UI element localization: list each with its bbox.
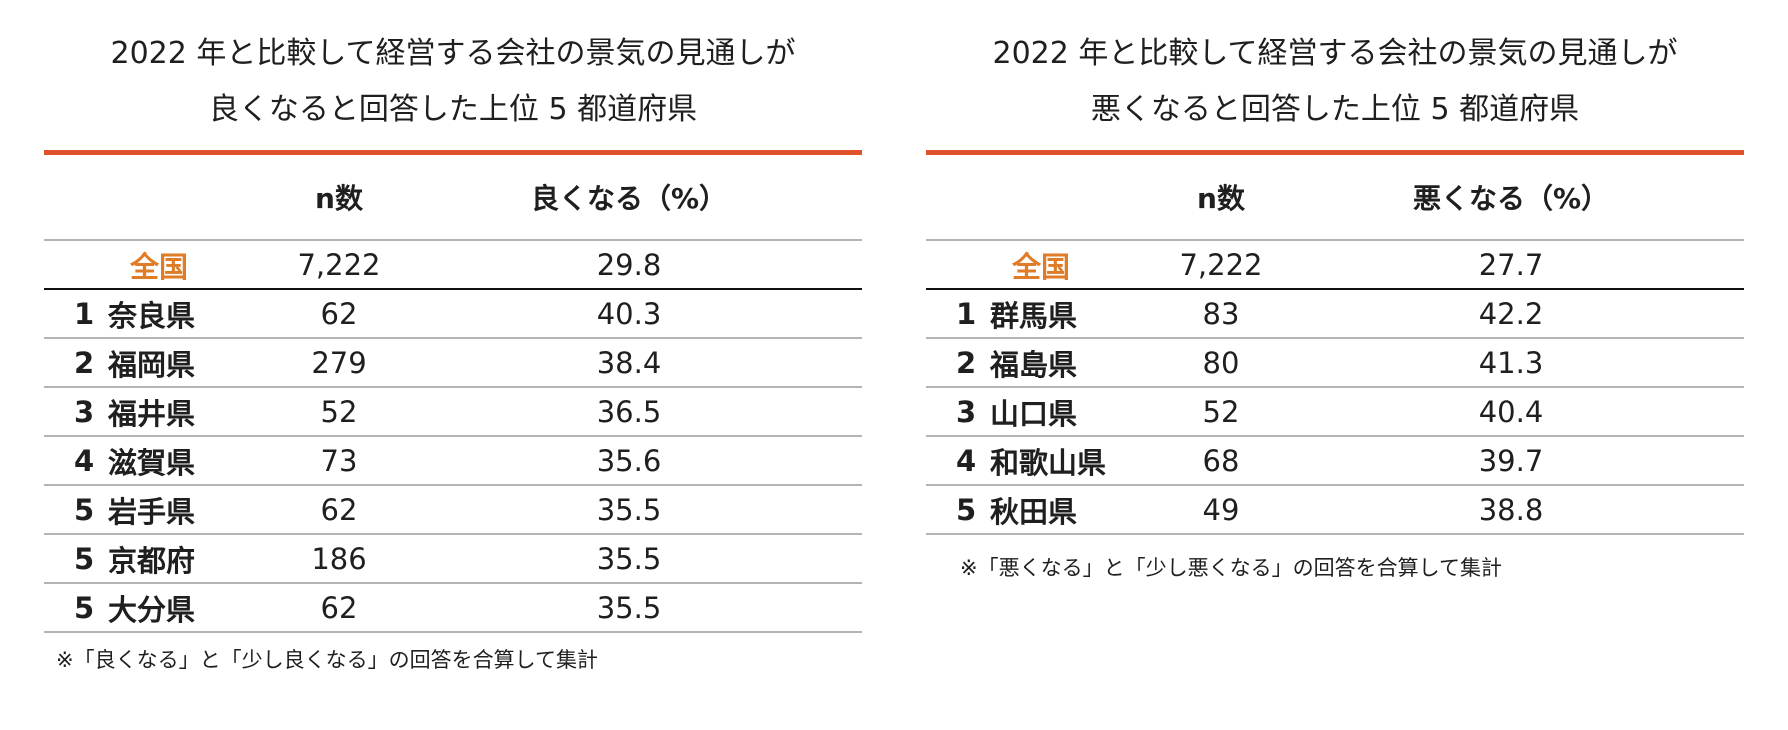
national-n: 7,222	[297, 247, 381, 282]
table-title: 2022 年と比較して経営する会社の景気の見通しが 良くなると回答した上位 5 都…	[44, 26, 862, 138]
title-underline	[926, 150, 1744, 155]
percentage-value: 41.3	[1478, 345, 1544, 380]
prefecture-name: 和歌山県	[990, 445, 1107, 480]
percentage-value: 35.5	[596, 492, 662, 527]
prefecture-name: 岩手県	[108, 494, 196, 529]
prefecture-cell: 1 奈良県	[74, 290, 195, 337]
prefecture-name: 秋田県	[990, 494, 1078, 529]
rank-number: 2	[74, 345, 95, 380]
bad-outlook-table-panel: 2022 年と比較して経営する会社の景気の見通しが 悪くなると回答した上位 5 都…	[926, 0, 1744, 580]
column-header-row: n数 悪くなる（%）	[926, 155, 1744, 239]
table-row: 5 秋田県 49 38.8	[926, 484, 1744, 535]
prefecture-cell: 3 山口県	[956, 388, 1077, 435]
sample-size: 49	[1202, 492, 1240, 527]
table-row: 5 岩手県 62 35.5	[44, 484, 862, 533]
percentage-value: 35.5	[596, 541, 662, 576]
table-row: 2 福島県 80 41.3	[926, 337, 1744, 386]
prefecture-cell: 5 秋田県	[956, 486, 1077, 533]
national-value: 29.8	[596, 247, 662, 282]
sample-size: 186	[311, 541, 367, 576]
table-title-line: 悪くなると回答した上位 5 都道府県	[1090, 92, 1580, 127]
table-row: 3 山口県 52 40.4	[926, 386, 1744, 435]
column-header-value: 良くなる（%）	[530, 182, 728, 215]
percentage-value: 38.8	[1478, 492, 1544, 527]
national-row: 全国 7,222 27.7	[926, 239, 1744, 288]
prefecture-cell: 5 京都府	[74, 535, 195, 582]
national-label: 全国	[1011, 249, 1070, 284]
prefecture-name: 滋賀県	[108, 445, 196, 480]
table-row: 4 和歌山県 68 39.7	[926, 435, 1744, 484]
percentage-value: 35.5	[596, 590, 662, 625]
column-header-n: n数	[315, 182, 363, 215]
column-header-row: n数 良くなる（%）	[44, 155, 862, 239]
column-header-value: 悪くなる（%）	[1412, 182, 1610, 215]
rank-number: 4	[74, 443, 95, 478]
percentage-value: 35.6	[596, 443, 662, 478]
rank-number: 4	[956, 443, 977, 478]
prefecture-name: 福岡県	[108, 347, 196, 382]
percentage-value: 39.7	[1478, 443, 1544, 478]
prefecture-name: 京都府	[108, 543, 196, 578]
percentage-value: 38.4	[596, 345, 662, 380]
table-row: 1 奈良県 62 40.3	[44, 288, 862, 337]
sample-size: 68	[1202, 443, 1240, 478]
good-outlook-table-panel: 2022 年と比較して経営する会社の景気の見通しが 良くなると回答した上位 5 都…	[44, 0, 862, 672]
prefecture-name: 群馬県	[990, 298, 1078, 333]
table-row: 5 大分県 62 35.5	[44, 582, 862, 633]
rank-number: 5	[74, 541, 95, 576]
prefecture-cell: 5 大分県	[74, 584, 195, 631]
sample-size: 62	[320, 492, 358, 527]
sample-size: 52	[1202, 394, 1240, 429]
prefecture-name: 大分県	[108, 592, 196, 627]
footnote: ※「良くなる」と「少し良くなる」の回答を合算して集計	[56, 648, 598, 672]
percentage-value: 42.2	[1478, 296, 1544, 331]
prefecture-cell: 3 福井県	[74, 388, 195, 435]
title-underline	[44, 150, 862, 155]
prefecture-name: 福井県	[108, 396, 196, 431]
sample-size: 52	[320, 394, 358, 429]
prefecture-cell: 4 和歌山県	[956, 437, 1106, 484]
table-row: 5 京都府 186 35.5	[44, 533, 862, 582]
footnote: ※「悪くなる」と「少し悪くなる」の回答を合算して集計	[960, 556, 1502, 580]
rank-number: 1	[956, 296, 977, 331]
rank-number: 1	[74, 296, 95, 331]
prefecture-name: 山口県	[990, 396, 1078, 431]
national-row: 全国 7,222 29.8	[44, 239, 862, 288]
table-title: 2022 年と比較して経営する会社の景気の見通しが 悪くなると回答した上位 5 都…	[926, 26, 1744, 138]
sample-size: 279	[311, 345, 367, 380]
percentage-value: 40.4	[1478, 394, 1544, 429]
column-header-n: n数	[1197, 182, 1245, 215]
national-label: 全国	[129, 249, 188, 284]
percentage-value: 40.3	[596, 296, 662, 331]
rank-number: 2	[956, 345, 977, 380]
sample-size: 83	[1202, 296, 1240, 331]
table-row: 4 滋賀県 73 35.6	[44, 435, 862, 484]
table-title-line: 2022 年と比較して経営する会社の景気の見通しが	[110, 36, 796, 71]
sample-size: 73	[320, 443, 358, 478]
percentage-value: 36.5	[596, 394, 662, 429]
sample-size: 62	[320, 590, 358, 625]
sample-size: 62	[320, 296, 358, 331]
prefecture-cell: 2 福島県	[956, 339, 1077, 386]
prefecture-cell: 4 滋賀県	[74, 437, 195, 484]
rank-number: 5	[956, 492, 977, 527]
national-n: 7,222	[1179, 247, 1263, 282]
prefecture-name: 奈良県	[108, 298, 196, 333]
prefecture-cell: 5 岩手県	[74, 486, 195, 533]
sample-size: 80	[1202, 345, 1240, 380]
prefecture-name: 福島県	[990, 347, 1078, 382]
table-title-line: 良くなると回答した上位 5 都道府県	[208, 92, 698, 127]
table-row: 2 福岡県 279 38.4	[44, 337, 862, 386]
prefecture-cell: 1 群馬県	[956, 290, 1077, 337]
rank-number: 5	[74, 492, 95, 527]
rank-number: 3	[956, 394, 977, 429]
table-row: 1 群馬県 83 42.2	[926, 288, 1744, 337]
table-title-line: 2022 年と比較して経営する会社の景気の見通しが	[992, 36, 1678, 71]
rank-number: 5	[74, 590, 95, 625]
table-row: 3 福井県 52 36.5	[44, 386, 862, 435]
national-value: 27.7	[1478, 247, 1544, 282]
prefecture-cell: 2 福岡県	[74, 339, 195, 386]
rank-number: 3	[74, 394, 95, 429]
